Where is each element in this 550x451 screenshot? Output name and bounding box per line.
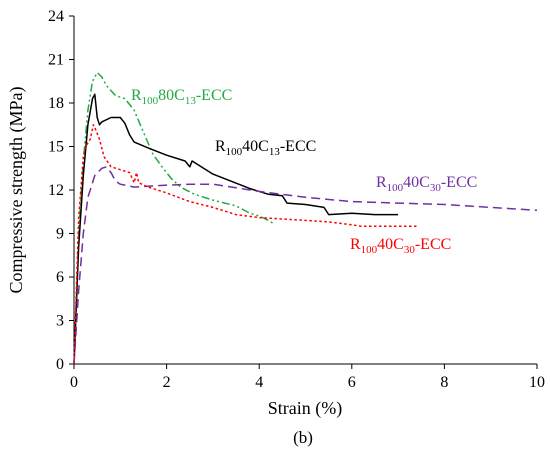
x-tick-label: 0 (70, 374, 78, 391)
y-tick-label: 0 (56, 356, 64, 373)
x-axis-title: Strain (%) (268, 398, 342, 419)
series-line-3 (73, 124, 417, 365)
y-tick-label: 24 (48, 8, 64, 25)
x-tick-label: 8 (440, 374, 448, 391)
x-tick-label: 6 (348, 374, 356, 391)
labels-layer: R10080C13-ECC R10040C13-ECC R10040C30-ECC R… (131, 87, 477, 256)
y-tick-label: 9 (56, 226, 64, 243)
series-line-0 (73, 71, 274, 365)
panel-label: (b) (293, 428, 313, 447)
y-axis-title: Compressive strength (MPa) (6, 87, 27, 294)
series-label-0: R10080C13-ECC (131, 87, 232, 107)
x-tick-label: 10 (529, 374, 545, 391)
y-tick-label: 3 (56, 313, 64, 330)
y-tick-label: 12 (48, 182, 64, 199)
series-label-3: R10040C30-ECC (350, 236, 451, 256)
y-tick-label: 21 (48, 52, 64, 69)
series-label-2: R10040C30-ECC (376, 174, 477, 194)
series-line-1 (73, 93, 399, 365)
y-tick-label: 6 (56, 269, 64, 286)
series-line-2 (73, 166, 538, 365)
x-tick-label: 2 (163, 374, 171, 391)
series-layer (73, 71, 538, 365)
x-tick-label: 4 (255, 374, 263, 391)
series-label-1: R10040C13-ECC (215, 138, 316, 158)
y-tick-label: 15 (48, 139, 64, 156)
y-tick-label: 18 (48, 95, 64, 112)
